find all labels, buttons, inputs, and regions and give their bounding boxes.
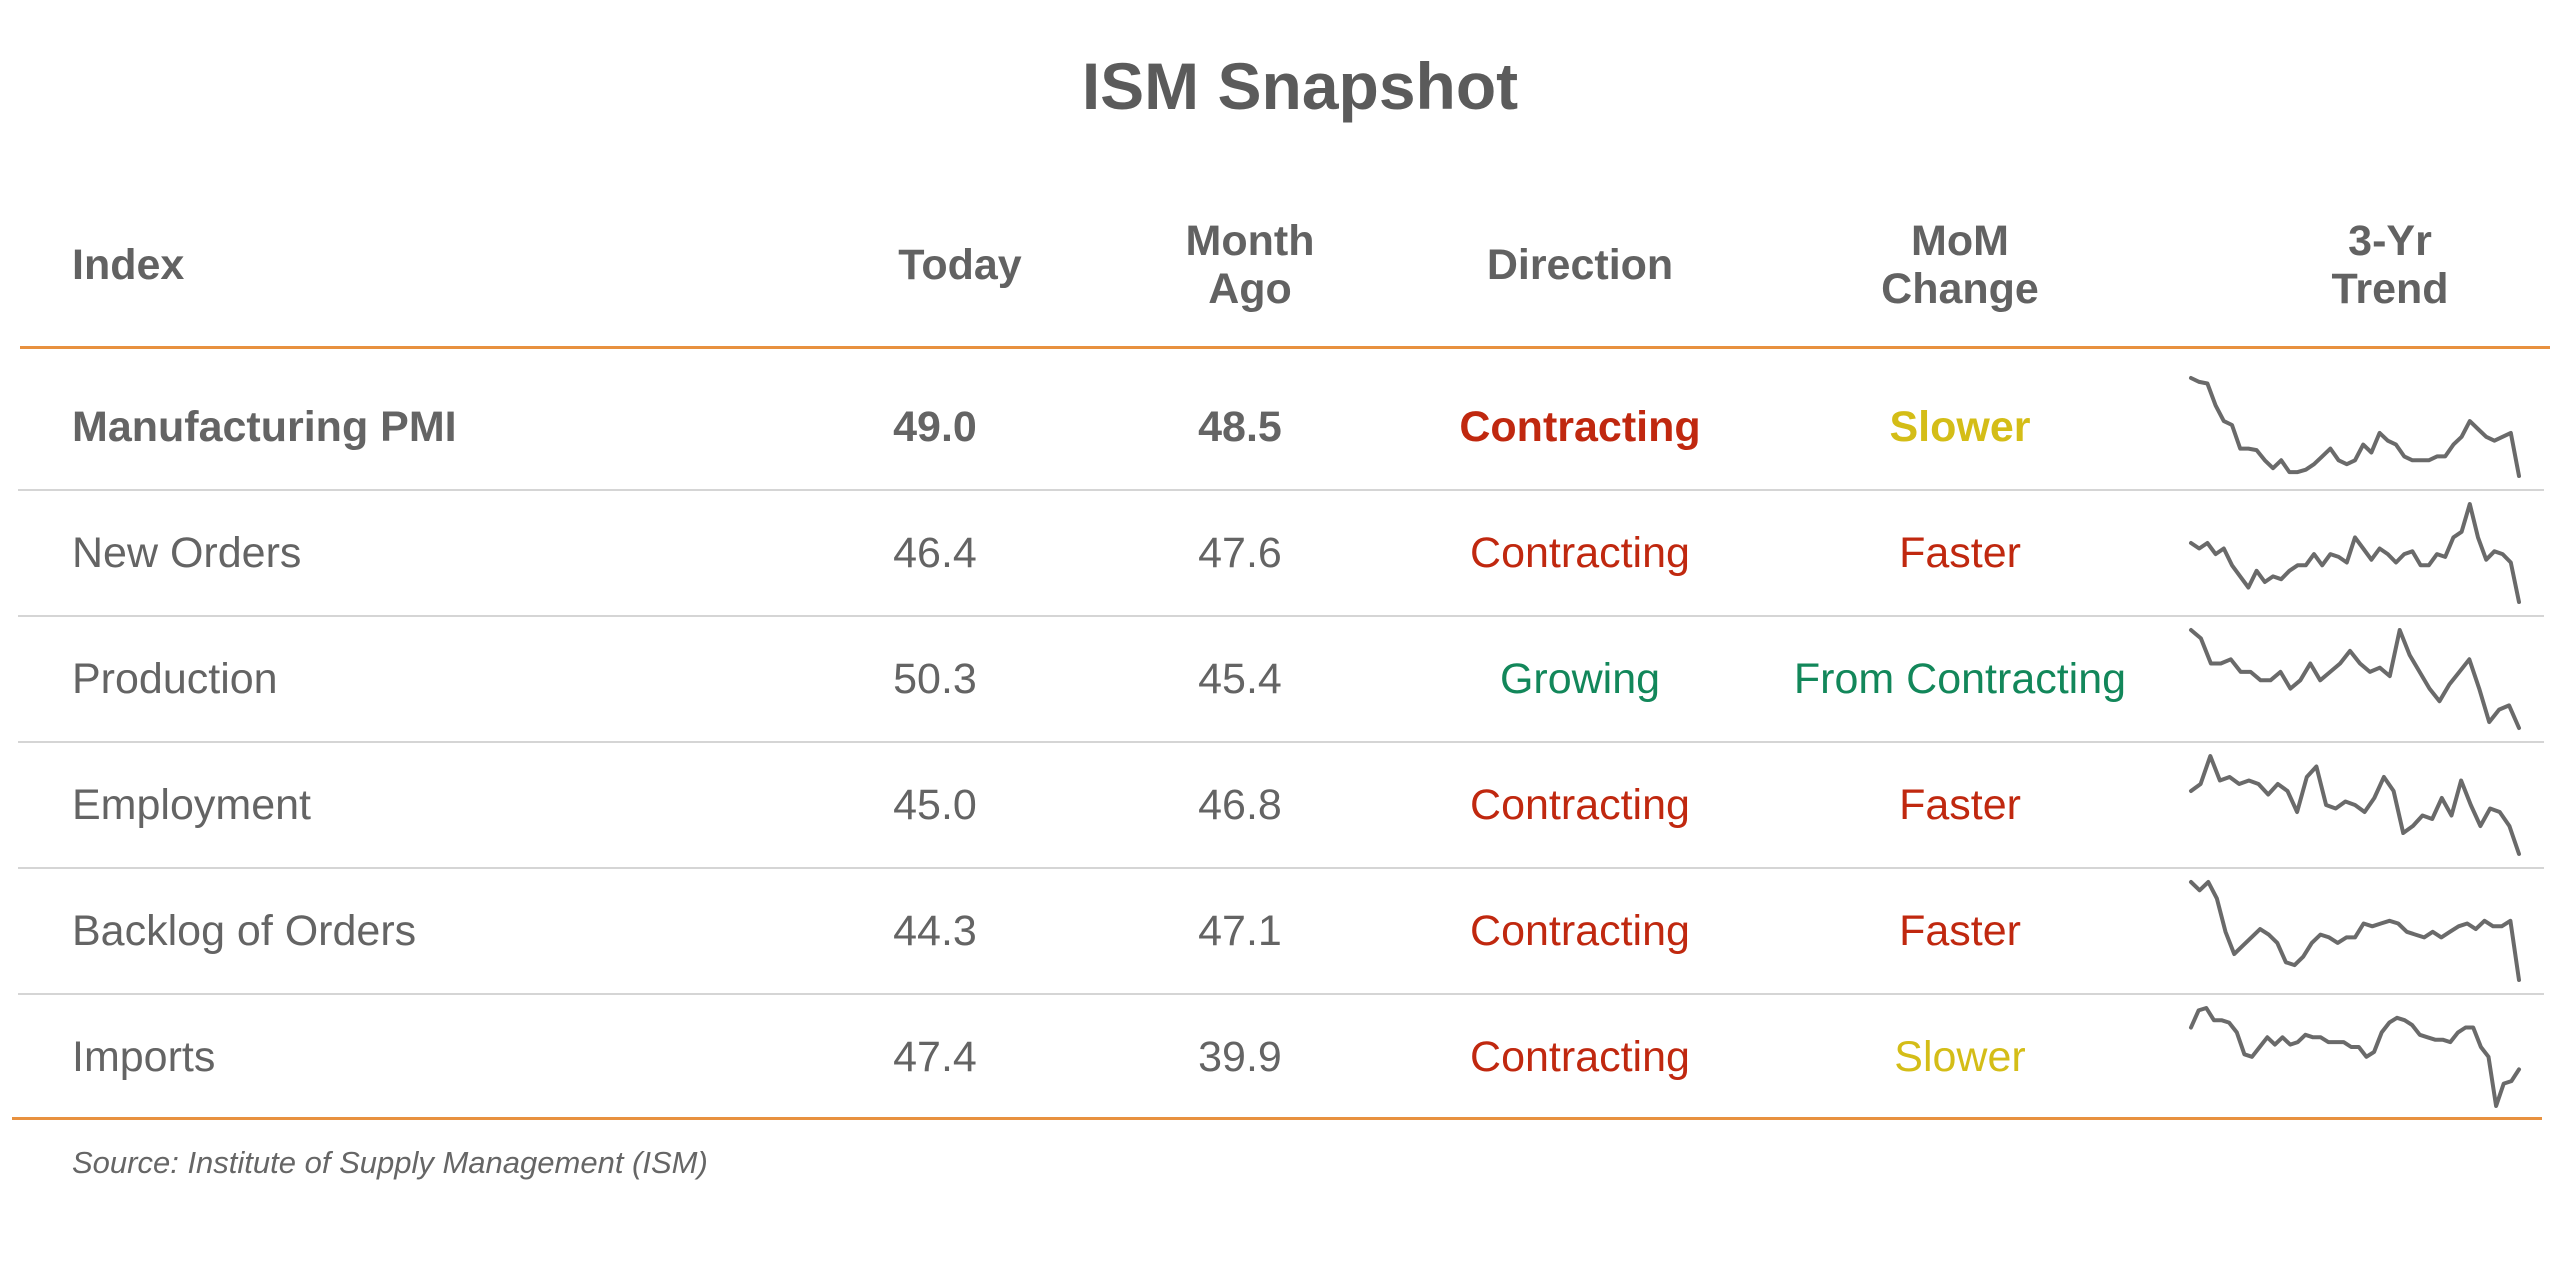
row-month-ago-value: 47.6	[1198, 528, 1282, 577]
trend-sparkline	[2189, 502, 2521, 604]
trend-line	[2189, 628, 2521, 730]
table-row: Employment 45.0 46.8 Contracting Faster	[0, 742, 2560, 868]
column-header-today-label: Today	[898, 241, 1022, 289]
row-mom-change: Slower	[1889, 402, 2031, 451]
column-header-index-label: Index	[72, 241, 185, 289]
source-note: Source: Institute of Supply Management (…	[72, 1145, 708, 1180]
column-header-mom-change-line2: Change	[1881, 265, 2039, 313]
row-divider	[18, 993, 2544, 995]
column-header-direction-label: Direction	[1486, 241, 1674, 289]
row-index-label: Imports	[72, 1032, 216, 1081]
trend-line	[2189, 376, 2521, 478]
table-row: New Orders 46.4 47.6 Contracting Faster	[0, 490, 2560, 616]
column-header-mom-change-line1: MoM	[1911, 217, 2009, 265]
trend-sparkline	[2189, 628, 2521, 730]
row-index-label: Production	[72, 654, 278, 703]
row-divider	[18, 615, 2544, 617]
column-header-today: Today	[855, 210, 1065, 320]
row-month-ago-value: 39.9	[1198, 1032, 1282, 1081]
row-divider	[18, 867, 2544, 869]
row-mom-change: Faster	[1899, 780, 2021, 829]
row-month-ago-value: 45.4	[1198, 654, 1282, 703]
row-direction: Contracting	[1470, 1032, 1690, 1081]
row-index-label: Backlog of Orders	[72, 906, 417, 955]
table-row: Production 50.3 45.4 Growing From Contractin…	[0, 616, 2560, 742]
row-month-ago-value: 47.1	[1198, 906, 1282, 955]
row-today-value: 50.3	[893, 654, 977, 703]
row-mom-change: From Contracting	[1793, 654, 2127, 703]
column-header-month-ago-line2: Ago	[1208, 265, 1292, 313]
trend-sparkline	[2189, 1006, 2521, 1108]
row-direction: Contracting	[1470, 528, 1690, 577]
row-month-ago-value: 46.8	[1198, 780, 1282, 829]
column-header-mom-change: MoM Change	[1820, 210, 2100, 320]
trend-sparkline	[2189, 754, 2521, 856]
column-header-trend-line2: Trend	[2331, 265, 2449, 313]
row-divider	[18, 489, 2544, 491]
column-header-index: Index	[72, 210, 472, 320]
table-row: Backlog of Orders 44.3 47.1 Contracting Fast…	[0, 868, 2560, 994]
row-direction: Contracting	[1470, 780, 1690, 829]
row-today-value: 44.3	[893, 906, 977, 955]
column-header-month-ago-line1: Month	[1185, 217, 1315, 265]
trend-line	[2189, 754, 2521, 856]
row-index-label: Employment	[72, 780, 311, 829]
row-month-ago-value: 48.5	[1198, 402, 1282, 451]
trend-sparkline	[2189, 880, 2521, 982]
trend-line	[2189, 1006, 2521, 1108]
row-index-label: New Orders	[72, 528, 302, 577]
row-mom-change: Slower	[1894, 1032, 2026, 1081]
row-index-label: Manufacturing PMI	[72, 402, 457, 451]
trend-line	[2189, 502, 2521, 604]
row-direction: Growing	[1499, 654, 1661, 703]
column-header-direction: Direction	[1440, 210, 1720, 320]
row-mom-change: Faster	[1899, 906, 2021, 955]
row-mom-change: Faster	[1899, 528, 2021, 577]
row-today-value: 47.4	[893, 1032, 977, 1081]
column-header-trend-line1: 3-Yr	[2348, 217, 2432, 265]
column-header-trend: 3-Yr Trend	[2250, 210, 2530, 320]
trend-sparkline	[2189, 376, 2521, 478]
row-direction: Contracting	[1459, 402, 1701, 451]
table-row: Manufacturing PMI 49.0 48.5 Contracting Slow…	[0, 364, 2560, 490]
trend-line	[2189, 880, 2521, 982]
row-today-value: 45.0	[893, 780, 977, 829]
row-direction: Contracting	[1470, 906, 1690, 955]
footer-rule	[12, 1117, 2542, 1120]
chart-title: ISM Snapshot	[1081, 49, 1519, 123]
row-divider	[18, 741, 2544, 743]
header-rule	[20, 346, 2550, 349]
column-header-month-ago: Month Ago	[1140, 210, 1360, 320]
row-today-value: 49.0	[893, 402, 977, 451]
table-row: Imports 47.4 39.9 Contracting Slower	[0, 994, 2560, 1120]
row-today-value: 46.4	[893, 528, 977, 577]
